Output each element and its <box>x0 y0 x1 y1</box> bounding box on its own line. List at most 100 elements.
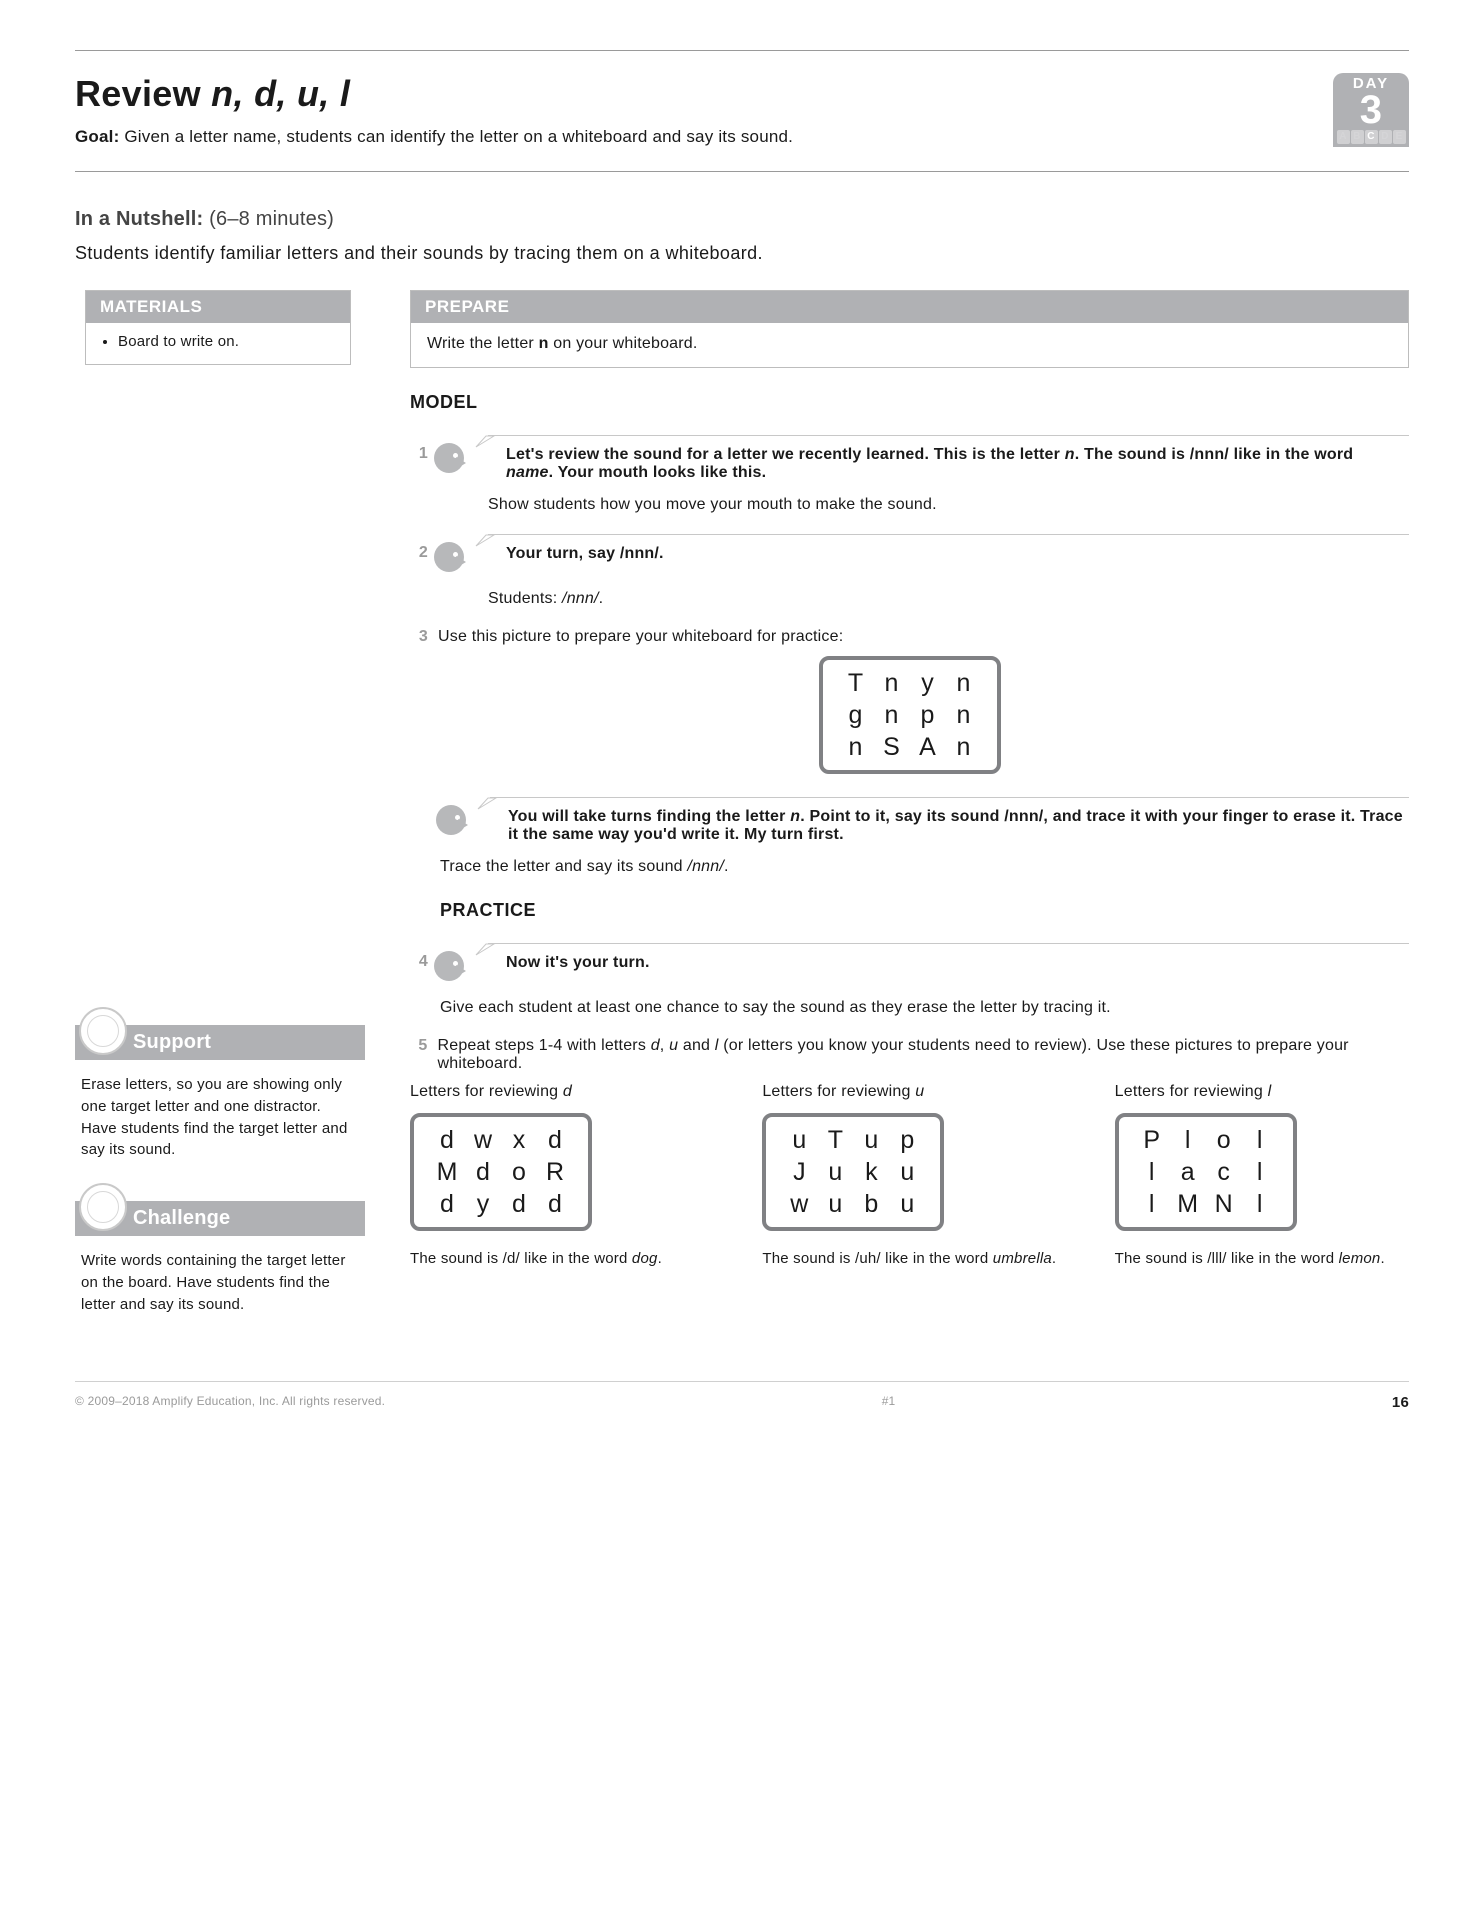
grid-cell: M <box>430 1157 464 1187</box>
grid-cell: N <box>1207 1189 1241 1219</box>
step-number: 2 <box>410 534 428 562</box>
talk-head-icon <box>436 801 480 839</box>
grid-cell: d <box>538 1125 572 1155</box>
review-grid-sound: The sound is /uh/ like in the word umbre… <box>762 1250 1056 1267</box>
letter-grid: dwxdMdoRdydd <box>410 1113 592 1231</box>
grid-cell: x <box>502 1125 536 1155</box>
materials-list: Board to write on. <box>102 333 334 350</box>
grid-cell: R <box>538 1157 572 1187</box>
step-number: 4 <box>410 943 428 971</box>
mid-rule <box>75 171 1409 172</box>
sidebar-stack: Support Erase letters, so you are showin… <box>75 1025 380 1321</box>
challenge-box: Challenge Write words containing the tar… <box>75 1201 365 1321</box>
speech-bubble: Your turn, say /nnn/. <box>488 534 1409 563</box>
grid-cell: M <box>1171 1189 1205 1219</box>
step5-text: Repeat steps 1-4 with letters d, u and l… <box>437 1037 1409 1073</box>
practice-step-5: 5 Repeat steps 1-4 with letters d, u and… <box>410 1037 1409 1073</box>
title-prefix: Review <box>75 73 211 114</box>
goal-line: Goal: Given a letter name, students can … <box>75 127 793 147</box>
review-grid-title: Letters for reviewing l <box>1115 1083 1409 1101</box>
dial-icon <box>79 1007 127 1055</box>
grid-cell: u <box>818 1157 852 1187</box>
talk-head-icon <box>434 538 478 576</box>
grid-cell: A <box>911 732 945 762</box>
model-step1-after: Show students how you move your mouth to… <box>410 496 1409 514</box>
page-number: 16 <box>1392 1394 1409 1411</box>
grid-cell: l <box>1135 1157 1169 1187</box>
speech-bubble: Let's review the sound for a letter we r… <box>488 435 1409 482</box>
abcde-cell: A <box>1337 130 1350 144</box>
bubble-tail-icon <box>474 522 496 548</box>
nutshell-label: In a Nutshell: <box>75 208 203 230</box>
abcde-strip: ABCDE <box>1333 128 1409 147</box>
grid-cell: o <box>1207 1125 1241 1155</box>
page-title: Review n, d, u, l <box>75 73 793 115</box>
grid-cell: g <box>839 700 873 730</box>
grid-cell: l <box>1243 1157 1277 1187</box>
review-grid-title: Letters for reviewing u <box>762 1083 1056 1101</box>
prepare-letter: n <box>539 335 549 352</box>
materials-heading: MATERIALS <box>86 291 350 323</box>
grid-cell: b <box>854 1189 888 1219</box>
bubble-tail-icon <box>474 423 496 449</box>
prepare-heading: PREPARE <box>411 291 1408 323</box>
grid-cell: d <box>430 1125 464 1155</box>
grid-cell: n <box>875 700 909 730</box>
main-two-col: MATERIALS Board to write on. Support Era… <box>75 290 1409 1321</box>
grid-cell: k <box>854 1157 888 1187</box>
grid-cell: u <box>854 1125 888 1155</box>
grid-cell: d <box>502 1189 536 1219</box>
grid-cell: u <box>890 1189 924 1219</box>
review-grid-sound: The sound is /d/ like in the word dog. <box>410 1250 704 1267</box>
review-grid-col: Letters for reviewing lPlollacllMNlThe s… <box>1115 1083 1409 1267</box>
model-heading: MODEL <box>410 392 1409 413</box>
grid-cell: d <box>430 1189 464 1219</box>
step3-text: Use this picture to prepare your whitebo… <box>438 628 843 646</box>
review-grids-row: Letters for reviewing d dwxdMdoRdydd The s… <box>410 1083 1409 1267</box>
practice-heading: PRACTICE <box>440 900 1409 921</box>
grid-cell: l <box>1243 1125 1277 1155</box>
nutshell-desc: Students identify familiar letters and t… <box>75 243 1409 264</box>
speech-bubble: Now it's your turn. <box>488 943 1409 972</box>
abcde-cell: D <box>1379 130 1392 144</box>
grid-cell: n <box>947 732 981 762</box>
support-heading: Support <box>75 1025 365 1060</box>
speech-bubble: You will take turns finding the letter n… <box>490 797 1409 844</box>
grid-cell: y <box>466 1189 500 1219</box>
grid-cell: T <box>818 1125 852 1155</box>
grid-cell: d <box>538 1189 572 1219</box>
title-letters: n, d, u, l <box>211 73 350 114</box>
abcde-cell: C <box>1365 130 1378 144</box>
prepare-before: Write the letter <box>427 335 539 352</box>
grid-cell: p <box>890 1125 924 1155</box>
model-step3-after: Trace the letter and say its sound /nnn/… <box>410 858 1409 876</box>
step-number: 3 <box>410 628 428 646</box>
support-box: Support Erase letters, so you are showin… <box>75 1025 365 1167</box>
grid-cell: l <box>1243 1189 1277 1219</box>
letter-grid: PlollacllMNl <box>1115 1113 1297 1231</box>
left-column: MATERIALS Board to write on. Support Era… <box>75 290 380 1321</box>
bubble-tail-icon <box>476 785 498 811</box>
materials-item: Board to write on. <box>118 333 334 350</box>
copyright: © 2009–2018 Amplify Education, Inc. All … <box>75 1394 385 1411</box>
grid-cell: n <box>947 700 981 730</box>
review-grid-title: Letters for reviewing d <box>410 1083 704 1101</box>
practice-step4-after: Give each student at least one chance to… <box>410 999 1409 1017</box>
grid-cell: o <box>502 1157 536 1187</box>
grid-cell: J <box>782 1157 816 1187</box>
grid-n-wrap: TnyngnpnnSAn <box>410 656 1409 779</box>
day-number: 3 <box>1333 92 1409 128</box>
dial-icon <box>79 1183 127 1231</box>
page-footer: © 2009–2018 Amplify Education, Inc. All … <box>75 1381 1409 1411</box>
nutshell-mins: (6–8 minutes) <box>203 208 334 230</box>
nutshell-title: In a Nutshell: (6–8 minutes) <box>75 208 1409 231</box>
prepare-box: PREPARE Write the letter n on your white… <box>410 290 1409 368</box>
grid-cell: n <box>839 732 873 762</box>
prepare-after: on your whiteboard. <box>549 335 698 352</box>
letter-grid-n: TnyngnpnnSAn <box>819 656 1001 774</box>
header-row: Review n, d, u, l Goal: Given a letter n… <box>75 73 1409 147</box>
step-number: 1 <box>410 435 428 463</box>
grid-cell: n <box>875 668 909 698</box>
grid-cell: T <box>839 668 873 698</box>
grid-cell: c <box>1207 1157 1241 1187</box>
